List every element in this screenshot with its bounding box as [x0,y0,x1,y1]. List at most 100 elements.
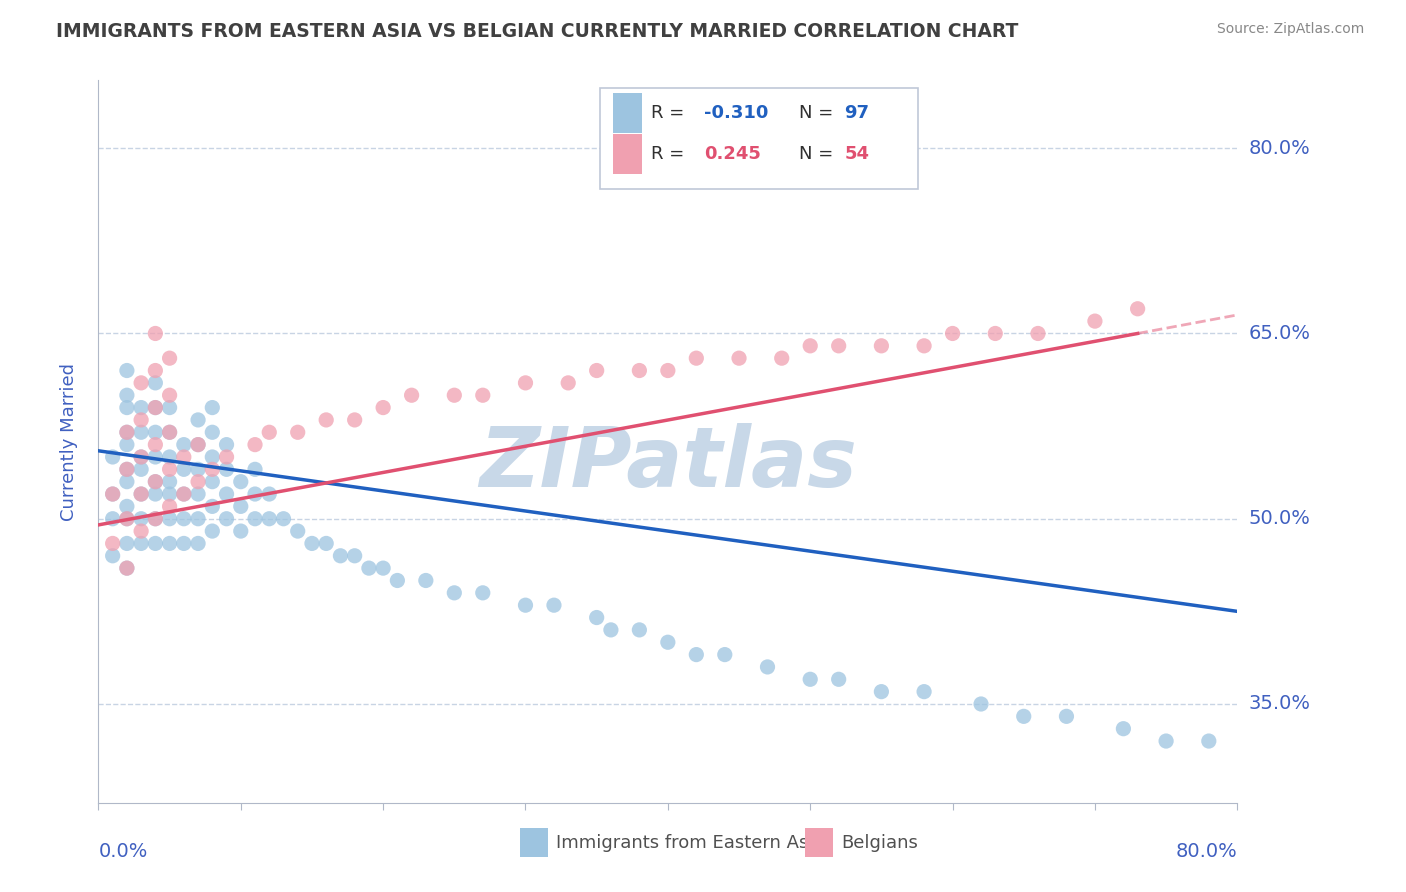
Bar [520,828,548,857]
Point [259,512,281,526]
Point [628,623,651,637]
Point [515,598,537,612]
Point [828,339,851,353]
Point [1012,709,1035,723]
Point [1056,709,1078,723]
Point [173,462,195,476]
Point [287,425,309,440]
Point [942,326,965,341]
Point [129,401,152,415]
Point [129,450,152,464]
Point [912,339,935,353]
Point [115,536,138,550]
Point [115,388,138,402]
Point [187,413,209,427]
Point [159,500,181,514]
Point [173,487,195,501]
Point [1084,314,1107,328]
Point [828,673,851,687]
Point [129,536,152,550]
Point [159,536,181,550]
Point [201,524,224,538]
Text: 80.0%: 80.0% [1249,139,1310,158]
Point [229,524,252,538]
Point [145,450,167,464]
Point [343,413,366,427]
Point [373,401,395,415]
Point [301,536,323,550]
Point [657,635,679,649]
Point [145,425,167,440]
Point [115,561,138,575]
Point [115,561,138,575]
Point [187,536,209,550]
Point [145,376,167,390]
Text: 50.0%: 50.0% [1249,509,1310,528]
Text: 0.245: 0.245 [704,145,761,163]
Point [443,388,465,402]
Point [870,684,893,698]
FancyBboxPatch shape [599,87,918,189]
Point [1112,722,1135,736]
Point [471,388,494,402]
Point [115,512,138,526]
Point [315,536,337,550]
Point [173,450,195,464]
Point [129,450,152,464]
Point [259,487,281,501]
Point [600,623,623,637]
Point [543,598,565,612]
Point [685,648,707,662]
Text: R =: R = [651,103,690,122]
Point [115,512,138,526]
Point [129,512,152,526]
Text: 97: 97 [845,103,869,122]
Point [728,351,751,366]
Point [1198,734,1220,748]
Point [187,475,209,489]
Text: N =: N = [799,103,839,122]
Point [401,388,423,402]
Point [101,450,124,464]
Point [515,376,537,390]
Point [101,549,124,563]
Point [129,487,152,501]
Point [115,462,138,476]
Text: 80.0%: 80.0% [1175,842,1237,861]
Point [201,475,224,489]
Text: R =: R = [651,145,690,163]
Point [145,512,167,526]
Point [243,462,266,476]
Point [159,462,181,476]
Point [159,487,181,501]
Point [187,512,209,526]
Text: Immigrants from Eastern Asia: Immigrants from Eastern Asia [557,833,825,852]
Point [187,462,209,476]
Point [1026,326,1049,341]
Point [145,512,167,526]
Point [984,326,1007,341]
Point [115,363,138,377]
Point [870,339,893,353]
Point [215,450,238,464]
Point [115,401,138,415]
Point [145,437,167,451]
Point [101,512,124,526]
Point [215,437,238,451]
Point [259,425,281,440]
Bar [613,93,641,133]
Text: ZIPatlas: ZIPatlas [479,423,856,504]
Point [229,475,252,489]
Text: Belgians: Belgians [841,833,918,852]
Point [159,512,181,526]
Point [201,425,224,440]
Point [129,462,152,476]
Point [101,536,124,550]
Point [243,437,266,451]
Point [101,487,124,501]
Point [557,376,579,390]
Point [628,363,651,377]
Point [685,351,707,366]
Point [173,487,195,501]
Text: N =: N = [799,145,839,163]
